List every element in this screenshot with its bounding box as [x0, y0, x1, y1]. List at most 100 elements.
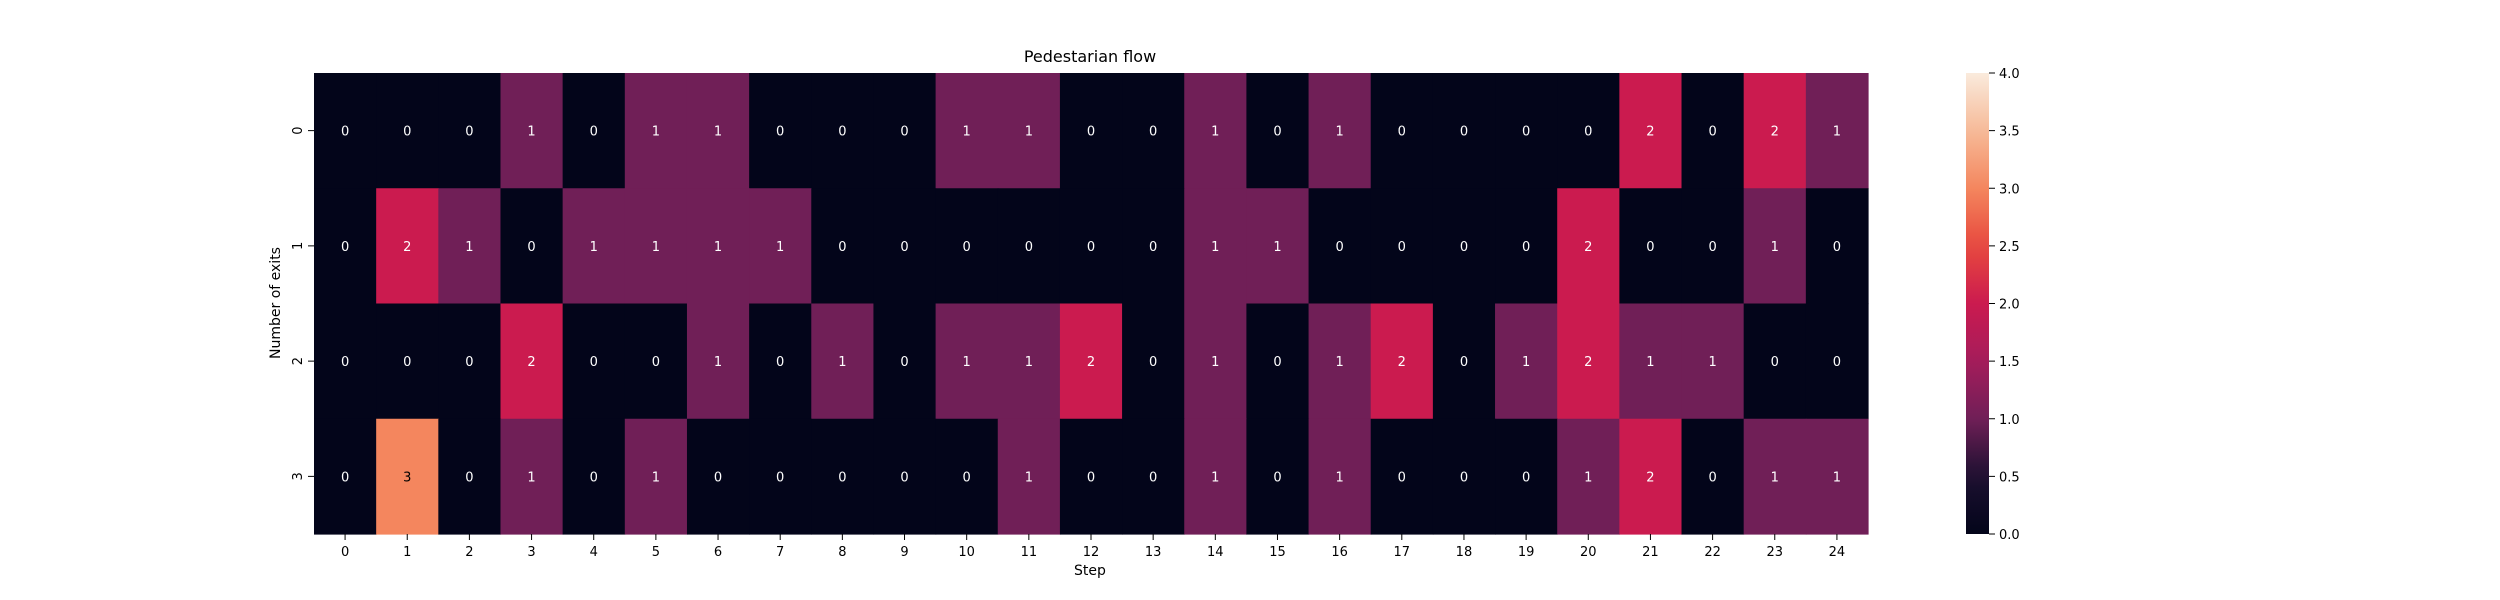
heatmap-cell-r0-c1 — [376, 73, 439, 189]
cell-value-r2-c13: 0 — [1149, 355, 1157, 370]
heatmap-cell-r3-c14 — [1184, 418, 1247, 535]
heatmap-cell-r2-c24 — [1805, 303, 1869, 420]
heatmap-cell-r3-c2 — [438, 418, 502, 535]
heatmap-cell-r0-c22 — [1681, 73, 1745, 189]
heatmap-cell-r3-c23 — [1743, 418, 1807, 535]
heatmap-cell-r1-c20 — [1557, 188, 1620, 305]
cell-value-r1-c0: 0 — [341, 240, 349, 255]
heatmap-cell-r0-c13 — [1122, 73, 1185, 189]
cell-value-r1-c4: 1 — [590, 240, 598, 255]
heatmap-cell-r2-c6 — [686, 303, 750, 420]
heatmap-cell-r2-c21 — [1619, 303, 1683, 420]
cell-value-r1-c19: 0 — [1522, 240, 1530, 255]
cell-value-r3-c22: 0 — [1708, 470, 1716, 485]
heatmap-cell-r1-c18 — [1432, 188, 1496, 305]
heatmap-cell-r2-c1 — [376, 303, 439, 420]
heatmap-cell-r0-c9 — [873, 73, 937, 189]
heatmap-cell-r0-c2 — [438, 73, 502, 189]
cell-labels: 0 0 0 1 0 1 1 0 0 0 1 1 0 0 1 0 1 0 0 0 0 2 0 2 1 0 2 1 0 1 1 1 1 0 0 0 0 0 0 1… — [341, 125, 1841, 486]
heatmap-cell-r0-c16 — [1308, 73, 1372, 189]
heatmap-cell-r0-c19 — [1495, 73, 1558, 189]
cell-value-r0-c24: 1 — [1833, 125, 1841, 140]
heatmap-cell-r3-c13 — [1122, 418, 1185, 535]
cell-value-r0-c12: 0 — [1087, 125, 1095, 140]
heatmap-cell-r0-c7 — [749, 73, 812, 189]
heatmap-cell-r3-c15 — [1246, 418, 1310, 535]
cell-value-r0-c10: 1 — [963, 125, 971, 140]
heatmap-cell-r3-c19 — [1495, 418, 1558, 535]
cell-value-r2-c20: 2 — [1584, 355, 1592, 370]
heatmap-cell-r2-c12 — [1059, 303, 1123, 420]
cell-value-r2-c3: 2 — [527, 355, 535, 370]
heatmap-cell-r1-c10 — [935, 188, 999, 305]
x-tick-label-12: 12 — [1083, 545, 1100, 560]
cell-value-r3-c16: 1 — [1335, 470, 1343, 485]
cell-value-r3-c1: 3 — [403, 470, 411, 485]
y-tick-label-0: 0 — [291, 126, 306, 134]
cell-value-r2-c18: 0 — [1460, 355, 1468, 370]
cell-value-r0-c0: 0 — [341, 125, 349, 140]
colorbar-tick-label-3.0: 3.0 — [1999, 182, 2020, 197]
heatmap-cell-r3-c8 — [811, 418, 875, 535]
cell-value-r3-c15: 0 — [1273, 470, 1281, 485]
heatmap-cell-r1-c9 — [873, 188, 937, 305]
heatmap-cell-r1-c24 — [1805, 188, 1869, 305]
cell-value-r1-c11: 0 — [1025, 240, 1033, 255]
heatmap-cell-r1-c23 — [1743, 188, 1807, 305]
cell-value-r0-c17: 0 — [1398, 125, 1406, 140]
cell-value-r1-c15: 1 — [1273, 240, 1281, 255]
heatmap-cell-r2-c17 — [1370, 303, 1434, 420]
cell-value-r0-c5: 1 — [652, 125, 660, 140]
heatmap-cell-r3-c11 — [997, 418, 1061, 535]
cell-value-r1-c16: 0 — [1335, 240, 1343, 255]
cell-value-r2-c23: 0 — [1771, 355, 1779, 370]
heatmap-cell-r3-c17 — [1370, 418, 1434, 535]
y-tick-label-1: 1 — [291, 242, 306, 250]
cell-value-r1-c2: 1 — [465, 240, 473, 255]
cell-value-r2-c19: 1 — [1522, 355, 1530, 370]
heatmap-cell-r1-c19 — [1495, 188, 1558, 305]
cell-value-r2-c12: 2 — [1087, 355, 1095, 370]
cell-value-r2-c7: 0 — [776, 355, 784, 370]
heatmap-cell-r2-c8 — [811, 303, 875, 420]
colorbar-tick-label-0.0: 0.0 — [1999, 528, 2020, 543]
heatmap-cell-r3-c12 — [1059, 418, 1123, 535]
x-tick-label-5: 5 — [652, 545, 660, 560]
cell-value-r3-c11: 1 — [1025, 470, 1033, 485]
x-tick-label-2: 2 — [465, 545, 473, 560]
heatmap-cell-r0-c5 — [624, 73, 688, 189]
x-tick-label-19: 19 — [1518, 545, 1535, 560]
chart-title: Pedestarian flow — [1024, 47, 1156, 66]
cell-value-r3-c7: 0 — [776, 470, 784, 485]
heatmap-cell-r3-c21 — [1619, 418, 1683, 535]
cell-value-r1-c8: 0 — [838, 240, 846, 255]
heatmap-cell-r0-c24 — [1805, 73, 1869, 189]
heatmap-cell-r2-c13 — [1122, 303, 1185, 420]
x-tick-label-1: 1 — [403, 545, 411, 560]
cell-value-r0-c20: 0 — [1584, 125, 1592, 140]
cell-value-r1-c17: 0 — [1398, 240, 1406, 255]
heatmap-cell-r0-c0 — [314, 73, 377, 189]
heatmap-cell-r3-c5 — [624, 418, 688, 535]
x-tick-label-18: 18 — [1456, 545, 1473, 560]
cell-value-r3-c5: 1 — [652, 470, 660, 485]
heatmap-cell-r0-c4 — [562, 73, 626, 189]
cell-value-r1-c12: 0 — [1087, 240, 1095, 255]
heatmap-cell-r2-c0 — [314, 303, 377, 420]
heatmap-cell-r2-c7 — [749, 303, 812, 420]
cell-value-r2-c15: 0 — [1273, 355, 1281, 370]
heatmap-cell-r1-c15 — [1246, 188, 1310, 305]
heatmap-cell-r0-c17 — [1370, 73, 1434, 189]
heatmap-cell-r2-c2 — [438, 303, 502, 420]
heatmap-cell-r0-c18 — [1432, 73, 1496, 189]
cell-value-r0-c7: 0 — [776, 125, 784, 140]
x-tick-label-23: 23 — [1766, 545, 1783, 560]
heatmap-cell-r2-c16 — [1308, 303, 1372, 420]
heatmap-cells — [314, 73, 1869, 535]
heatmap-cell-r3-c7 — [749, 418, 812, 535]
colorbar-tick-label-2.5: 2.5 — [1999, 240, 2020, 255]
cell-value-r1-c14: 1 — [1211, 240, 1219, 255]
cell-value-r2-c6: 1 — [714, 355, 722, 370]
heatmap-cell-r1-c17 — [1370, 188, 1434, 305]
